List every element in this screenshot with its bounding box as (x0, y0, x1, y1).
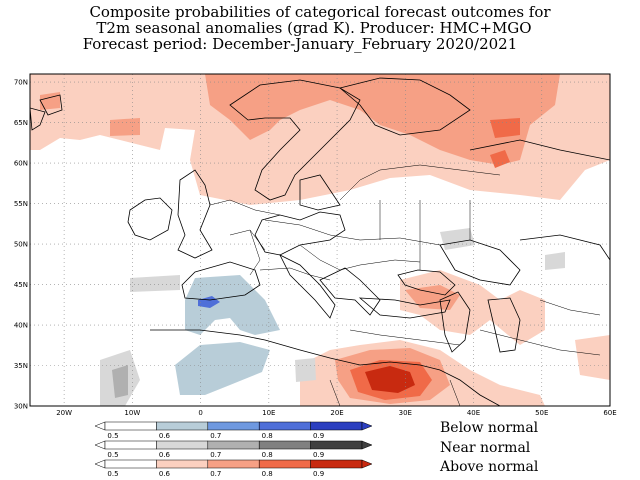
above-normal-spot-north-2 (490, 150, 510, 168)
above-normal-region-east-mid (405, 285, 460, 310)
legend-tick-label: 0.9 (313, 470, 324, 478)
near-normal-region-east (440, 228, 475, 250)
legend-tick-label: 0.8 (262, 432, 273, 440)
legend-swatch (104, 440, 157, 450)
legend-swatch (156, 421, 209, 431)
title-line-1: Composite probabilities of categorical f… (89, 3, 551, 21)
lat-label: 45N (14, 281, 28, 289)
legend-arrow-right (361, 421, 373, 431)
above-normal-region-west-2 (110, 118, 140, 136)
legend-swatch (207, 421, 260, 431)
legend: 0.5 0.6 0.7 0.8 0.90.5 0.6 0.7 0.8 0.90.5 0.6 0.7 0… (94, 421, 373, 478)
legend-arrow-right (361, 459, 373, 469)
legend-tick-label: 0.5 (107, 470, 118, 478)
legend-tick-label: 0.5 (107, 451, 118, 459)
legend-swatch (310, 459, 363, 469)
legend-label-below: Below normal (440, 420, 539, 436)
legend-swatch (156, 440, 209, 450)
above-normal-region-north-dark (490, 118, 520, 138)
lon-label: 60E (603, 409, 616, 417)
legend-label-above: Above normal (440, 459, 539, 475)
legend-tick-label: 0.5 (107, 432, 118, 440)
lon-label: 10W (124, 409, 140, 417)
above-normal-region-west (40, 92, 60, 110)
below-normal-region-iberia (185, 275, 280, 335)
legend-tick-label: 0.9 (313, 432, 324, 440)
legend-arrow-left (94, 440, 106, 450)
legend-label-near: Near normal (440, 440, 531, 456)
legend-swatch (258, 459, 311, 469)
title-line-3: Forecast period: December-January_Februa… (82, 35, 518, 53)
legend-tick-label: 0.7 (210, 432, 221, 440)
lon-label: 20W (56, 409, 72, 417)
legend-tick-label: 0.8 (262, 451, 273, 459)
lon-label: 30E (399, 409, 412, 417)
map-frame (29, 73, 611, 407)
legend-swatch (104, 459, 157, 469)
legend-tick-label: 0.6 (159, 432, 171, 440)
latitude-labels: 70N 65N 60N 55N 50N 45N 40N 35N 30N (14, 79, 28, 411)
lon-label: 50E (535, 409, 548, 417)
legend-tick-label: 0.7 (210, 470, 221, 478)
above-normal-region-southeast-core (365, 366, 415, 393)
graticule (30, 74, 611, 407)
near-normal-region-middle (130, 275, 180, 292)
legend-bar-above: 0.5 0.6 0.7 0.8 0.9 (94, 459, 373, 478)
legend-swatch (258, 421, 311, 431)
lat-label: 35N (14, 362, 28, 370)
legend-swatch (310, 421, 363, 431)
legend-tick-label: 0.9 (313, 451, 324, 459)
lat-label: 50N (14, 241, 28, 249)
legend-swatch (207, 440, 260, 450)
legend-arrow-right (361, 440, 373, 450)
near-normal-region-central (295, 358, 316, 382)
legend-swatch (104, 421, 157, 431)
coastlines (30, 77, 610, 406)
lon-label: 40E (467, 409, 480, 417)
near-normal-region-sw-dark (112, 365, 128, 398)
near-normal-region-east-2 (545, 252, 565, 270)
lat-label: 65N (14, 119, 28, 127)
lat-label: 70N (14, 79, 28, 87)
lat-label: 55N (14, 200, 28, 208)
legend-tick-label: 0.8 (262, 470, 273, 478)
legend-swatch (207, 459, 260, 469)
lat-label: 30N (14, 403, 28, 411)
probability-fields (30, 74, 610, 406)
legend-arrow-left (94, 421, 106, 431)
above-normal-region-far-east (575, 335, 610, 380)
lon-label: 20E (330, 409, 343, 417)
legend-swatch (156, 459, 209, 469)
legend-swatch (310, 440, 363, 450)
legend-tick-label: 0.6 (159, 451, 171, 459)
legend-swatch (258, 440, 311, 450)
legend-bar-near: 0.5 0.6 0.7 0.8 0.9 (94, 440, 373, 459)
lat-label: 60N (14, 160, 28, 168)
longitude-labels: 20W 10W 0 10E 20E 30E 40E 50E 60E (56, 409, 616, 417)
lon-label: 10E (262, 409, 275, 417)
lon-label: 0 (198, 409, 202, 417)
legend-tick-label: 0.6 (159, 470, 171, 478)
legend-tick-label: 0.7 (210, 451, 221, 459)
title-line-2: T2m seasonal anomalies (grad K). Produce… (96, 19, 532, 37)
legend-bar-below: 0.5 0.6 0.7 0.8 0.9 (94, 421, 373, 440)
legend-arrow-left (94, 459, 106, 469)
above-normal-region-north-mid (205, 74, 560, 165)
country-borders (209, 164, 601, 406)
below-normal-region-africa (175, 342, 270, 395)
lat-label: 40N (14, 322, 28, 330)
